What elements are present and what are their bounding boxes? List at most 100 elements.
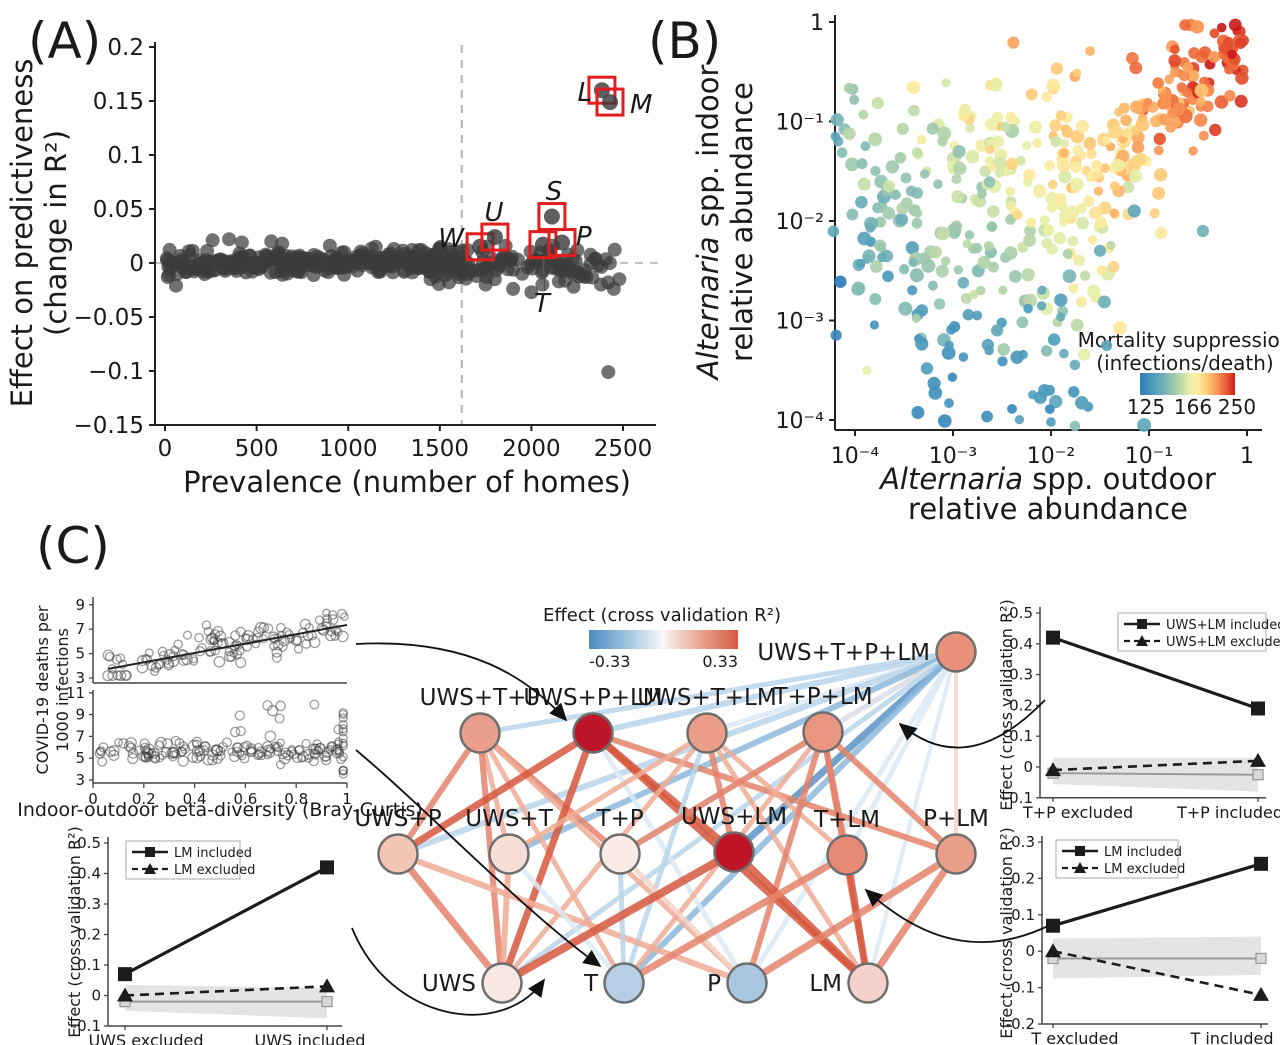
scatter-point: [1153, 132, 1167, 146]
arrow-insettr-to-edge: [898, 699, 1046, 749]
scatter-point: [139, 738, 150, 749]
scatter-point: [1088, 235, 1098, 245]
scatter-point: [134, 745, 144, 755]
legend-included-label: LM included: [174, 846, 252, 861]
network-node-UWS-T-P-LM: [935, 631, 977, 673]
scatter-point: [941, 256, 951, 266]
network-node-label: P+LM: [923, 806, 989, 832]
scatter-point: [913, 208, 923, 218]
scatter-point: [1092, 169, 1103, 180]
panel-b-xlabel-italic: Alternaria: [878, 462, 1023, 496]
scatter-point: [1007, 36, 1020, 49]
scatter-point: [937, 126, 952, 141]
scatter-point: [885, 160, 900, 174]
network-node-T-P-LM: [802, 711, 844, 753]
scatter-point: [235, 725, 246, 737]
scatter-point: [953, 265, 964, 275]
included-marker-square: [320, 860, 334, 875]
panel-c-label: (C): [36, 517, 110, 575]
scatter-point: [1042, 224, 1055, 237]
y-tick-label: 0.3: [1011, 833, 1035, 851]
scatter-point: [162, 655, 173, 665]
scatter-point: [338, 724, 348, 734]
scatter-point: [1107, 261, 1120, 273]
scatter-point: [1120, 114, 1132, 127]
scatter-point: [1058, 170, 1072, 184]
scatter-point: [921, 258, 936, 273]
panel-a-label: (A): [28, 12, 101, 70]
scatter-point: [544, 260, 558, 275]
network-legend-max: 0.33: [702, 652, 738, 671]
scatter-point: [235, 626, 246, 637]
leader-line-T: [542, 258, 546, 292]
scatter-point: [309, 748, 320, 759]
network-node-UWS-P: [377, 833, 419, 875]
included-line: [124, 865, 328, 976]
panel-a-ylabel-line2: (change in R²): [39, 130, 73, 336]
x-tick-label: 1500: [411, 436, 470, 462]
scatter-point: [1122, 181, 1135, 194]
scatter-point: [104, 651, 115, 662]
scatter-point: [1131, 141, 1145, 154]
network-node-UWS-P-LM: [572, 712, 614, 754]
scatter-point: [845, 157, 859, 172]
excluded-line: [1052, 949, 1262, 997]
scatter-point: [118, 659, 128, 669]
scatter-point: [168, 746, 180, 758]
scatter-point: [1050, 62, 1063, 75]
panel-b-ylabel-rest: spp. indoor: [691, 65, 725, 237]
scatter-point: [1075, 396, 1089, 410]
scatter-point: [911, 217, 923, 229]
y-tick-label: −0.15: [74, 413, 144, 439]
network-node-UWS-LM: [713, 831, 755, 873]
scatter-point: [1004, 246, 1018, 260]
scatter-point: [282, 749, 294, 761]
scatter-point: [108, 749, 120, 761]
scatter-point: [977, 255, 991, 270]
scatter-point: [1023, 168, 1036, 182]
network-legend-title: Effect (cross validation R²): [543, 605, 781, 626]
scatter-point: [964, 230, 975, 240]
null-line: [1052, 772, 1259, 776]
y-tick-label: 3: [75, 669, 85, 687]
scatter-point: [1037, 285, 1047, 295]
scatter-point: [1118, 102, 1130, 114]
scatter-point: [324, 249, 339, 263]
network-edge: [617, 851, 750, 986]
scatter-point: [217, 741, 228, 753]
scatter-point: [1094, 244, 1106, 257]
scatter-point: [1041, 91, 1052, 103]
scatter-point: [338, 733, 348, 743]
scatter-point: [1012, 210, 1023, 220]
network-legend-min: -0.33: [589, 652, 630, 671]
scatter-point: [601, 275, 616, 290]
scatter-point: [869, 320, 880, 330]
scatter-point: [1209, 123, 1222, 137]
scatter-point: [1069, 359, 1081, 371]
scatter-point: [298, 751, 309, 762]
scatter-point: [1194, 113, 1208, 127]
scatter-point: [155, 753, 165, 763]
scatter-point: [1093, 186, 1104, 196]
x-tick-label: 0: [88, 790, 98, 808]
scatter-point: [894, 152, 907, 164]
scatter-point: [1005, 111, 1017, 123]
x-tick-label: 0.2: [132, 790, 156, 808]
scatter-point: [251, 639, 261, 649]
scatter-point: [102, 649, 115, 661]
scatter-point: [984, 117, 998, 131]
scatter-point: [1234, 37, 1247, 49]
scatter-point: [901, 197, 913, 209]
network-edge: [744, 729, 826, 986]
legend-excluded-marker: [1074, 862, 1086, 873]
scatter-point: [941, 78, 951, 88]
network-edge: [394, 850, 506, 987]
scatter-point: [990, 79, 1003, 92]
scatter-point: [338, 727, 348, 737]
network-node-label: UWS+P+LM: [523, 685, 662, 711]
scatter-point: [212, 625, 224, 637]
inset-topright-linechart: 0.5 0.4 0.3 0.2 0.1 0 -0.1T+P excluded T+P incl…: [1004, 604, 1280, 822]
y-tick-label: 10⁻²: [776, 210, 824, 235]
